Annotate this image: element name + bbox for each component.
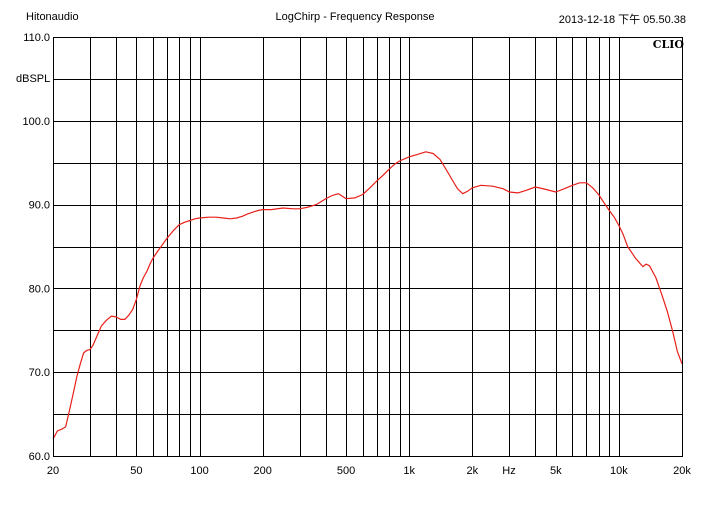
chart-grid — [53, 37, 682, 456]
y-tick-label: 80.0 — [29, 283, 50, 295]
x-tick-label: 20 — [47, 465, 59, 477]
header-title: LogChirp - Frequency Response — [275, 11, 435, 23]
x-tick-label: 2k — [467, 465, 479, 477]
y-axis-unit-label: dBSPL — [16, 73, 50, 85]
y-tick-label: 100.0 — [22, 116, 50, 128]
y-tick-label: 90.0 — [29, 200, 50, 212]
x-tick-label: 5k — [550, 465, 562, 477]
clio-logo-text: CLIO — [653, 38, 685, 51]
y-tick-label: 110.0 — [23, 32, 50, 44]
frequency-response-curve — [52, 151, 683, 440]
x-tick-label: 500 — [337, 465, 355, 477]
x-tick-label: 10k — [610, 465, 628, 477]
curve-layer — [52, 151, 683, 440]
x-tick-label: 20k — [673, 465, 691, 477]
axis-labels: 20 50 100 200 500 1k 2k 5k 10k 20k 60.0 70.0 80.0 90.… — [22, 32, 691, 477]
x-tick-label: 200 — [253, 465, 271, 477]
header-timestamp: 2013-12-18 下午 05.50.38 — [558, 14, 686, 26]
x-tick-label: 100 — [190, 465, 208, 477]
x-axis-unit-label: Hz — [502, 465, 515, 477]
plot-frame — [53, 37, 683, 457]
x-tick-label: 50 — [130, 465, 142, 477]
x-tick-label: 1k — [403, 465, 415, 477]
header-company-label: Hitonaudio — [26, 11, 79, 23]
y-tick-label: 60.0 — [29, 451, 50, 463]
y-tick-label: 70.0 — [29, 367, 50, 379]
